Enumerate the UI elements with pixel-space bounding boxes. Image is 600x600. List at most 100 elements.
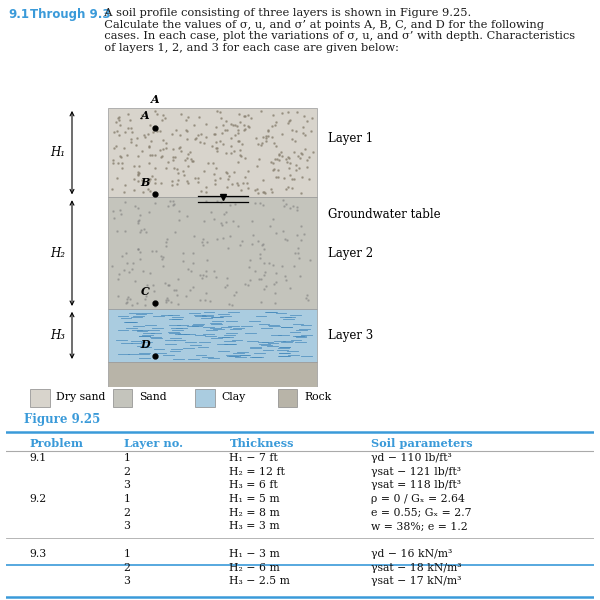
Point <box>265 221 275 230</box>
Point <box>185 148 194 157</box>
Point <box>269 280 278 289</box>
Point <box>125 115 135 125</box>
Point <box>137 110 147 120</box>
Point <box>299 122 308 132</box>
Text: 1: 1 <box>124 494 131 504</box>
Point <box>160 113 170 122</box>
Point <box>150 107 160 116</box>
Point <box>146 174 155 184</box>
Point <box>244 280 253 289</box>
Point <box>209 130 219 139</box>
Point <box>211 163 221 173</box>
Text: H₁ − 3 m: H₁ − 3 m <box>229 549 280 559</box>
Point <box>284 154 293 163</box>
Point <box>271 228 281 238</box>
Point <box>152 109 162 119</box>
Point <box>137 175 146 185</box>
Text: A: A <box>141 110 149 121</box>
Point <box>271 118 281 127</box>
Point <box>259 188 268 197</box>
Point <box>276 148 286 157</box>
Point <box>189 232 199 241</box>
Point <box>302 162 311 172</box>
Point <box>286 283 295 293</box>
Text: Problem: Problem <box>29 438 83 449</box>
Point <box>209 169 219 179</box>
Point <box>127 127 137 136</box>
Point <box>143 184 153 194</box>
Point <box>292 160 301 170</box>
Bar <box>108 197 317 309</box>
Point <box>285 115 295 125</box>
Point <box>197 129 206 139</box>
Point <box>149 286 159 296</box>
Point <box>269 164 278 173</box>
Point <box>227 119 236 128</box>
Point <box>163 280 173 290</box>
Point <box>198 234 208 244</box>
Point <box>121 248 131 257</box>
Point <box>285 158 295 168</box>
Point <box>130 185 139 194</box>
Point <box>242 178 252 188</box>
Point <box>157 115 167 125</box>
Point <box>116 121 125 130</box>
Point <box>253 236 263 246</box>
Point <box>283 235 292 245</box>
Point <box>197 237 207 247</box>
Point <box>259 239 268 249</box>
Point <box>151 246 161 256</box>
Point <box>169 155 178 165</box>
Text: Dry sand: Dry sand <box>56 392 106 402</box>
Point <box>202 196 211 206</box>
Point <box>284 164 294 173</box>
Point <box>226 142 235 151</box>
Point <box>162 234 172 244</box>
Point <box>165 196 175 206</box>
Point <box>292 107 301 116</box>
Point <box>145 158 154 168</box>
Point <box>205 296 215 306</box>
Point <box>291 165 301 175</box>
Text: 1: 1 <box>124 549 131 559</box>
Point <box>292 230 302 240</box>
Point <box>175 215 184 225</box>
Point <box>179 170 189 180</box>
Point <box>150 301 160 310</box>
Point <box>135 210 145 220</box>
Point <box>199 166 209 176</box>
Point <box>115 130 124 140</box>
Point <box>280 271 290 281</box>
Point <box>302 116 311 126</box>
Point <box>118 251 127 261</box>
Point <box>212 196 222 206</box>
Point <box>146 186 155 196</box>
Point <box>293 202 302 211</box>
Point <box>287 184 297 193</box>
Point <box>169 200 178 210</box>
Point <box>268 110 278 119</box>
Point <box>255 253 265 263</box>
Point <box>218 120 228 130</box>
Point <box>132 298 142 308</box>
Point <box>160 278 170 287</box>
Point <box>195 271 205 280</box>
Point <box>157 151 167 160</box>
Point <box>183 149 193 159</box>
Text: γsat = 118 lb/ft³: γsat = 118 lb/ft³ <box>371 481 461 490</box>
Point <box>161 143 171 152</box>
Text: e = 0.55; Gₓ = 2.7: e = 0.55; Gₓ = 2.7 <box>371 508 471 518</box>
Point <box>161 163 170 173</box>
Point <box>183 265 193 274</box>
Text: 3: 3 <box>124 481 131 490</box>
Point <box>112 173 122 183</box>
Point <box>240 173 250 182</box>
Point <box>237 236 247 245</box>
Point <box>122 298 131 308</box>
Point <box>201 133 211 142</box>
Point <box>227 179 237 189</box>
Point <box>308 147 317 157</box>
Point <box>273 172 283 181</box>
Point <box>209 158 218 167</box>
Point <box>297 149 307 158</box>
